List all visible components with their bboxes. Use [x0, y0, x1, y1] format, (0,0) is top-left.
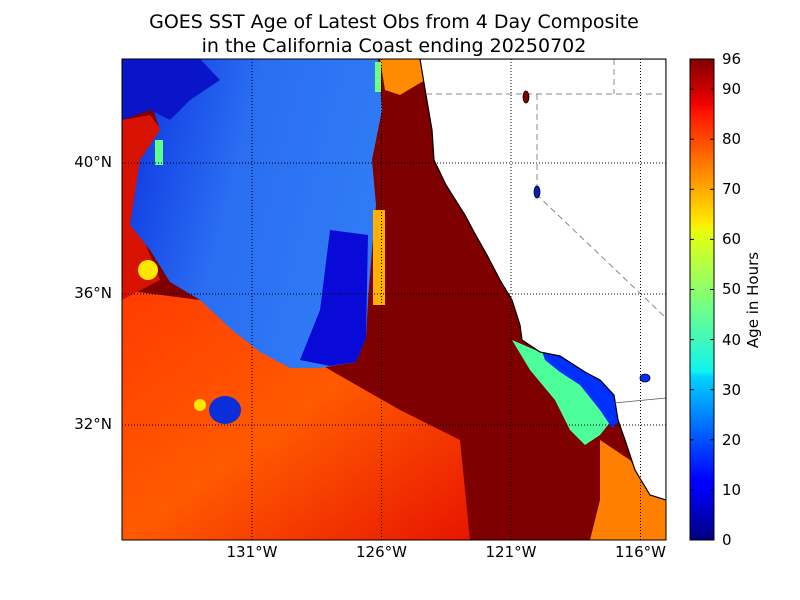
colorbar-label: Age in Hours [744, 251, 762, 349]
colorbar-tick-label: 10 [722, 480, 742, 499]
colorbar-tick-label: 60 [722, 230, 742, 249]
plot-frame [121, 58, 667, 541]
lon-tick-label: 116°W [615, 543, 666, 561]
chart-title-line1: GOES SST Age of Latest Obs from 4 Day Co… [149, 11, 639, 33]
chart-title-line2: in the California Coast ending 20250702 [201, 35, 587, 57]
colorbar-ticks [690, 58, 714, 541]
ocean-red-region [122, 290, 470, 540]
graticule [122, 59, 666, 540]
lat-tick-label: 36°N [74, 284, 112, 302]
ocean-blue-region [122, 59, 382, 368]
colorbar [689, 58, 715, 541]
colorbar-tick-label: 20 [722, 430, 742, 449]
colorbar-tick-label: 0 [722, 531, 732, 549]
lon-tick-label: 121°W [485, 543, 537, 561]
socal-recent-obs [512, 340, 614, 445]
colorbar-tick-label: 30 [722, 380, 742, 399]
map-plot-area [122, 59, 666, 540]
lat-tick-label: 32°N [74, 415, 112, 433]
colorbar-tick-label: 50 [722, 280, 742, 299]
colorbar-tick-label: 40 [722, 330, 742, 349]
colorbar-tick-label: 96 [722, 50, 742, 68]
lon-tick-label: 126°W [356, 543, 407, 561]
colorbar-tick-label: 80 [722, 130, 742, 149]
colorbar-tick-label: 90 [722, 80, 742, 99]
lon-tick-label: 131°W [226, 543, 278, 561]
lat-tick-label: 40°N [74, 153, 112, 171]
land-area [419, 59, 666, 501]
colorbar-tick-label: 70 [722, 180, 742, 199]
